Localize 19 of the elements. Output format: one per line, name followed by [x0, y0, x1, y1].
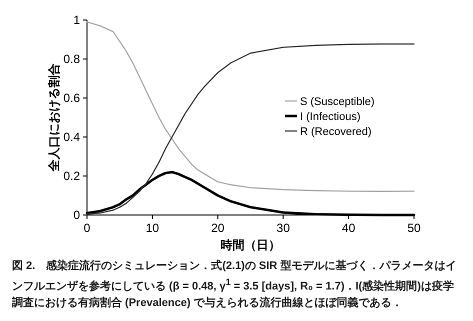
line-series: [86, 21, 415, 192]
y-tick-label: 0.8: [63, 52, 80, 66]
y-tick-label: 0.4: [63, 130, 80, 144]
y-tick-label: 0.6: [63, 91, 80, 105]
x-tick-label: 50: [407, 221, 421, 235]
legend-label: S (Susceptible): [300, 96, 375, 108]
y-tick-label: 1: [73, 13, 80, 27]
y-tick-label: 0: [73, 208, 80, 222]
legend-label: R (Recovered): [300, 126, 372, 138]
y-axis-title: 全人口における割合: [47, 62, 61, 172]
x-tick-label: 0: [84, 221, 91, 235]
x-tick-label: 40: [342, 221, 356, 235]
legend-label: I (Infectious): [300, 111, 361, 123]
x-tick-label: 30: [276, 221, 290, 235]
x-axis-title: 時間（日）: [220, 238, 280, 252]
x-tick-label: 20: [211, 221, 225, 235]
caption: 図 2. 感染症流行のシミュレーション．式(2.1)の SIR 型モデルに基づく．パラメータはインフルエンザを参考にしている (β = 0.48, γ$^{1}$ = 3.5 [days], R₀ = 1.7)．I(感染性期間)は疫学調査における有病割合 (Prevalence) で与えられる流行曲線とほぼ同義である．: [12, 258, 458, 311]
x-tick-label: 10: [146, 221, 160, 235]
y-tick-label: 0.2: [63, 169, 80, 183]
